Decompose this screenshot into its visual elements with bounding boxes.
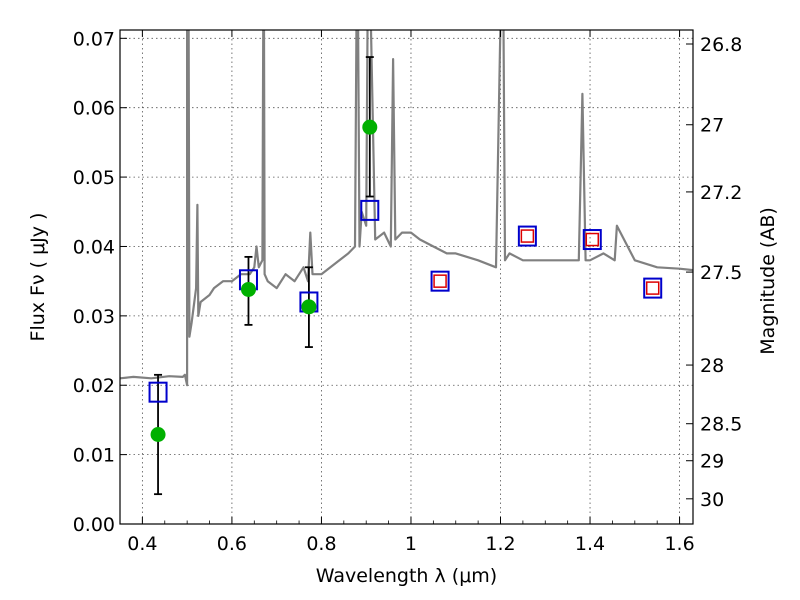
mag-tick-label: 28.5 (700, 414, 742, 436)
mag-tick-label: 26.8 (700, 34, 742, 56)
model-square-inner (645, 281, 660, 295)
y-axis-ticks-right: 26.8 27 27.2 27.5 28 28.5 29 30 (686, 34, 742, 511)
x-tick-label: 1.2 (485, 533, 515, 555)
observed-photometry-markers (150, 119, 378, 442)
model-square (643, 277, 663, 299)
y-tick-label: 0.06 (73, 98, 115, 120)
x-tick-label: 1.4 (575, 533, 605, 555)
observed-point (301, 299, 317, 315)
y-tick-label: 0.02 (73, 375, 115, 397)
x-tick-label: 1 (405, 533, 417, 555)
model-square-inner (585, 232, 600, 247)
model-square (517, 225, 537, 247)
model-square (148, 381, 168, 403)
x-tick-label: 0.6 (217, 533, 247, 555)
model-square (360, 199, 380, 221)
y-tick-label: 0.01 (73, 445, 115, 467)
mag-tick-label: 27.2 (700, 182, 742, 204)
y-axis-label-left: Flux Fν ( μJy ) (27, 213, 49, 342)
y-tick-label: 0.03 (73, 306, 115, 328)
y-axis-label-right: Magnitude (AB) (757, 207, 779, 355)
model-photometry-markers (148, 199, 663, 403)
observed-point (362, 119, 378, 135)
mag-tick-label: 27 (700, 115, 724, 137)
model-square (582, 229, 602, 251)
model-square-inner (433, 274, 447, 288)
x-tick-label: 0.4 (127, 533, 157, 555)
x-axis-ticks: 0.4 0.6 0.8 1 1.2 1.4 1.6 (119, 30, 695, 555)
y-tick-label: 0.05 (73, 167, 115, 189)
observed-point (240, 281, 256, 297)
mag-tick-label: 29 (700, 451, 724, 473)
observed-point (150, 426, 166, 442)
x-tick-label: 1.6 (664, 533, 694, 555)
y-tick-label: 0.04 (73, 236, 115, 258)
mag-tick-label: 28 (700, 355, 724, 377)
x-axis-label: Wavelength λ (μm) (316, 565, 497, 587)
model-spectrum-line (120, 30, 693, 387)
model-square (430, 270, 450, 292)
model-square-inner (520, 229, 535, 243)
y-tick-label: 0.07 (73, 28, 115, 50)
x-tick-label: 0.8 (306, 533, 336, 555)
grid-lines (120, 30, 693, 525)
y-axis-ticks-left: 0.00 0.01 0.02 0.03 0.04 0.05 0.06 0.07 (73, 28, 127, 536)
mag-tick-label: 30 (700, 489, 724, 511)
y-tick-label: 0.00 (73, 514, 115, 536)
plot-frame (119, 29, 694, 525)
mag-tick-label: 27.5 (700, 262, 742, 284)
